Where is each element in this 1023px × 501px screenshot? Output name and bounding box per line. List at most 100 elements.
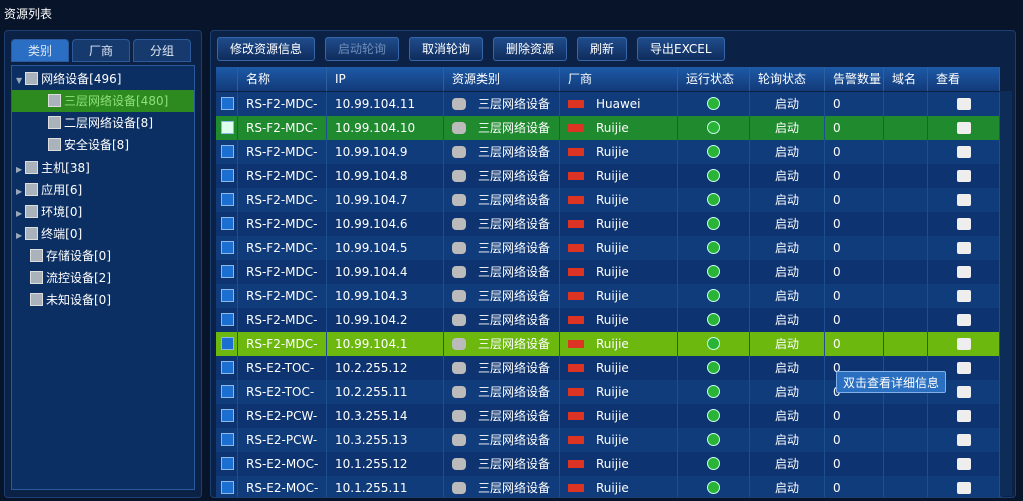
status-icon [707, 409, 720, 422]
view-button[interactable] [956, 194, 971, 206]
tree-item[interactable]: 存储设备[0] [12, 245, 194, 267]
view-button[interactable] [956, 482, 971, 494]
table-row[interactable]: RS-F2-MDC- 10.99.104.1 三层网络设备 Ruijie 启动 0 [216, 332, 1002, 356]
column-header[interactable]: 运行状态 [678, 67, 750, 91]
checkbox[interactable] [221, 385, 234, 398]
ip: 10.99.104.5 [335, 241, 408, 255]
checkbox[interactable] [221, 361, 234, 374]
view-button[interactable] [956, 410, 971, 422]
view-button[interactable] [956, 266, 971, 278]
tree-icon [25, 72, 39, 85]
view-button[interactable] [956, 338, 971, 350]
vendor: Ruijie [596, 289, 629, 303]
toolbar-button[interactable]: 修改资源信息 [217, 37, 316, 61]
toolbar-button[interactable]: 取消轮询 [409, 37, 484, 61]
column-header[interactable]: 查看 [928, 67, 1000, 91]
table-row[interactable]: RS-F2-MDC- 10.99.104.3 三层网络设备 Ruijie 启动 0 [216, 284, 1002, 308]
checkbox[interactable] [221, 121, 234, 134]
view-button[interactable] [956, 170, 971, 182]
table-row[interactable]: RS-F2-MDC- 10.99.104.10 三层网络设备 Ruijie 启动 0 [216, 116, 1002, 140]
view-button[interactable] [956, 314, 971, 326]
checkbox[interactable] [221, 433, 234, 446]
column-header[interactable]: IP [327, 67, 444, 91]
checkbox[interactable] [221, 313, 234, 326]
category-icon [452, 362, 466, 374]
tab[interactable]: 分组 [133, 39, 191, 62]
view-button[interactable] [956, 458, 971, 470]
tree-item[interactable]: ▼ 网络设备[496] [12, 68, 194, 90]
checkbox[interactable] [221, 241, 234, 254]
vendor-logo [568, 460, 584, 468]
toolbar-button[interactable]: 刷新 [577, 37, 628, 61]
view-button[interactable] [956, 146, 971, 158]
tree-item[interactable]: 三层网络设备[480] [12, 90, 194, 112]
checkbox[interactable] [221, 169, 234, 182]
scrollbar[interactable] [1000, 91, 1012, 496]
view-button[interactable] [956, 386, 971, 398]
checkbox[interactable] [221, 337, 234, 350]
checkbox[interactable] [221, 289, 234, 302]
table-row[interactable]: RS-E2-TOC- 10.2.255.12 三层网络设备 Ruijie 启动 0 [216, 356, 1002, 380]
checkbox[interactable] [221, 193, 234, 206]
table-row[interactable]: RS-F2-MDC- 10.99.104.2 三层网络设备 Ruijie 启动 0 [216, 308, 1002, 332]
column-header[interactable]: 域名 [884, 67, 928, 91]
toolbar-button[interactable]: 导出EXCEL [637, 37, 725, 61]
expander[interactable]: ▶ [16, 209, 23, 218]
view-button[interactable] [956, 122, 971, 134]
checkbox[interactable] [221, 409, 234, 422]
cell: 启动 [750, 236, 825, 260]
ip: 10.99.104.2 [335, 313, 408, 327]
toolbar-button[interactable]: 删除资源 [493, 37, 568, 61]
table-row[interactable]: RS-F2-MDC- 10.99.104.6 三层网络设备 Ruijie 启动 0 [216, 212, 1002, 236]
expander[interactable]: ▶ [16, 187, 23, 196]
vendor-logo [568, 436, 584, 444]
alarm-count: 0 [833, 193, 841, 207]
view-button[interactable] [956, 218, 971, 230]
column-header[interactable]: 资源类别 [444, 67, 560, 91]
cell: 启动 [750, 116, 825, 140]
table-row[interactable]: RS-F2-MDC- 10.99.104.8 三层网络设备 Ruijie 启动 0 [216, 164, 1002, 188]
column-header[interactable]: 厂商 [560, 67, 678, 91]
tree-item[interactable]: ▶ 环境[0] [12, 201, 194, 223]
tree-item[interactable]: ▶ 主机[38] [12, 157, 194, 179]
view-button[interactable] [956, 242, 971, 254]
view-button[interactable] [956, 98, 971, 110]
view-button[interactable] [956, 434, 971, 446]
table-row[interactable]: RS-F2-MDC- 10.99.104.4 三层网络设备 Ruijie 启动 0 [216, 260, 1002, 284]
table-row[interactable]: RS-F2-MDC- 10.99.104.7 三层网络设备 Ruijie 启动 0 [216, 188, 1002, 212]
column-header[interactable]: 名称 [238, 67, 327, 91]
checkbox[interactable] [221, 97, 234, 110]
table-row[interactable]: RS-E2-MOC- 10.1.255.11 三层网络设备 Ruijie 启动 0 [216, 476, 1002, 497]
tree-item[interactable]: ▶ 应用[6] [12, 179, 194, 201]
table-row[interactable]: RS-F2-MDC- 10.99.104.11 三层网络设备 Huawei 启动 0 [216, 92, 1002, 116]
tree-item[interactable]: 未知设备[0] [12, 289, 194, 311]
tree-item[interactable]: 安全设备[8] [12, 134, 194, 156]
tree-item[interactable]: 流控设备[2] [12, 267, 194, 289]
checkbox[interactable] [221, 481, 234, 494]
device-name: RS-F2-MDC- [246, 193, 318, 207]
column-header[interactable]: 告警数量 [825, 67, 884, 91]
view-button[interactable] [956, 362, 971, 374]
tree-item[interactable]: 二层网络设备[8] [12, 112, 194, 134]
table-row[interactable]: RS-F2-MDC- 10.99.104.9 三层网络设备 Ruijie 启动 0 [216, 140, 1002, 164]
expander[interactable]: ▶ [16, 231, 23, 240]
checkbox[interactable] [221, 265, 234, 278]
checkbox[interactable] [221, 145, 234, 158]
table-row[interactable]: RS-E2-PCW- 10.3.255.13 三层网络设备 Ruijie 启动 0 [216, 428, 1002, 452]
column-header[interactable]: 轮询状态 [750, 67, 825, 91]
tab[interactable]: 类别 [11, 39, 69, 62]
cell: 10.3.255.14 [327, 404, 444, 428]
expander[interactable]: ▼ [16, 76, 23, 85]
checkbox[interactable] [221, 457, 234, 470]
checkbox[interactable] [221, 217, 234, 230]
ip: 10.3.255.14 [335, 409, 408, 423]
table-row[interactable]: RS-E2-PCW- 10.3.255.14 三层网络设备 Ruijie 启动 0 [216, 404, 1002, 428]
view-button[interactable] [956, 290, 971, 302]
expander[interactable]: ▶ [16, 165, 23, 174]
category-icon [452, 410, 466, 422]
table-row[interactable]: RS-E2-MOC- 10.1.255.12 三层网络设备 Ruijie 启动 0 [216, 452, 1002, 476]
table-row[interactable]: RS-F2-MDC- 10.99.104.5 三层网络设备 Ruijie 启动 0 [216, 236, 1002, 260]
tab[interactable]: 厂商 [72, 39, 130, 62]
poll-status: 启动 [774, 385, 799, 399]
tree-item[interactable]: ▶ 终端[0] [12, 223, 194, 245]
